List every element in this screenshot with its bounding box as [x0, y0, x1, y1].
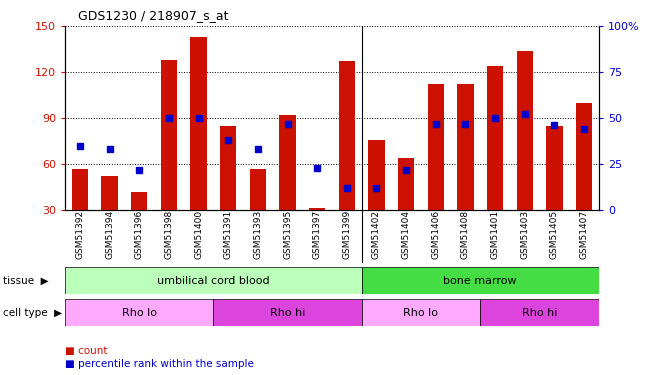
Bar	[161, 60, 177, 256]
Bar	[487, 66, 503, 256]
Text: GSM51394: GSM51394	[105, 210, 114, 259]
Bar	[220, 126, 236, 256]
Bar	[362, 267, 599, 294]
Text: GSM51395: GSM51395	[283, 210, 292, 259]
Bar	[131, 192, 147, 256]
Text: cell type  ▶: cell type ▶	[3, 308, 62, 318]
Text: GSM51402: GSM51402	[372, 210, 381, 259]
Text: GSM51398: GSM51398	[165, 210, 173, 259]
Text: Rho hi: Rho hi	[270, 308, 305, 318]
Bar	[214, 299, 362, 326]
Bar	[65, 299, 214, 326]
Bar	[398, 158, 414, 256]
Text: Rho hi: Rho hi	[522, 308, 557, 318]
Text: GSM51397: GSM51397	[312, 210, 322, 259]
Text: GSM51392: GSM51392	[76, 210, 85, 259]
Bar	[250, 169, 266, 256]
Text: GDS1230 / 218907_s_at: GDS1230 / 218907_s_at	[78, 9, 229, 22]
Bar	[72, 169, 88, 256]
Bar	[576, 103, 592, 256]
Text: GSM51396: GSM51396	[135, 210, 144, 259]
Text: GSM51404: GSM51404	[402, 210, 411, 259]
Bar	[279, 115, 296, 256]
Bar	[428, 84, 444, 256]
Bar	[102, 176, 118, 256]
Text: GSM51400: GSM51400	[194, 210, 203, 259]
Text: GSM51407: GSM51407	[579, 210, 589, 259]
Bar	[362, 299, 480, 326]
Text: GSM51408: GSM51408	[461, 210, 470, 259]
Text: Rho lo: Rho lo	[404, 308, 439, 318]
Text: bone marrow: bone marrow	[443, 276, 517, 286]
Bar	[309, 209, 326, 256]
Bar	[457, 84, 474, 256]
Text: Rho lo: Rho lo	[122, 308, 157, 318]
Bar	[339, 62, 355, 256]
Text: GSM51401: GSM51401	[491, 210, 499, 259]
Text: umbilical cord blood: umbilical cord blood	[157, 276, 270, 286]
Bar	[65, 267, 362, 294]
Text: GSM51406: GSM51406	[432, 210, 440, 259]
Bar	[368, 140, 385, 256]
Text: tissue  ▶: tissue ▶	[3, 276, 49, 286]
Bar	[517, 51, 533, 256]
Text: ■ percentile rank within the sample: ■ percentile rank within the sample	[65, 359, 254, 369]
Bar	[480, 299, 599, 326]
Text: GSM51405: GSM51405	[550, 210, 559, 259]
Text: GSM51391: GSM51391	[224, 210, 232, 259]
Text: GSM51393: GSM51393	[253, 210, 262, 259]
Text: ■ count: ■ count	[65, 346, 107, 355]
Bar	[190, 37, 207, 256]
Text: GSM51399: GSM51399	[342, 210, 352, 259]
Text: GSM51403: GSM51403	[520, 210, 529, 259]
Bar	[546, 126, 562, 256]
